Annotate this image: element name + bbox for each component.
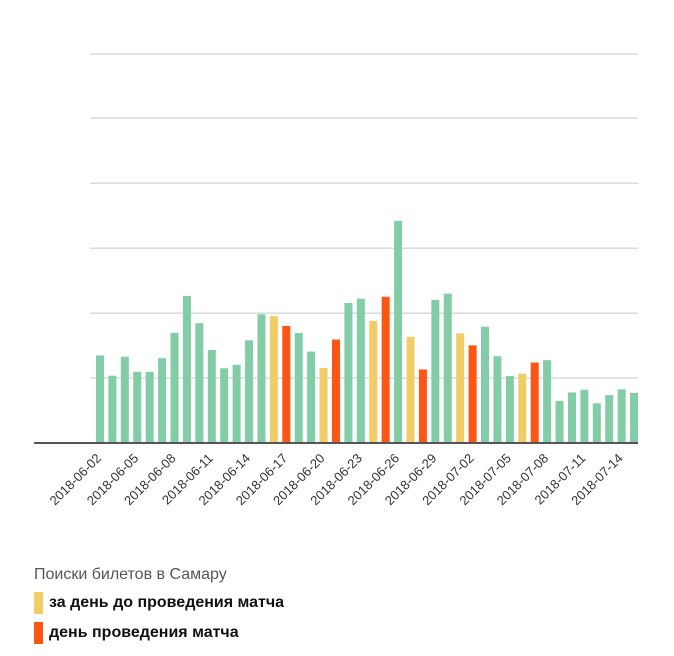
legend-swatch-match-day	[34, 622, 43, 644]
legend: Поиски билетов в Самару за день до прове…	[34, 566, 284, 652]
bar-2018-06-18	[294, 332, 303, 443]
bar-2018-06-13	[232, 364, 241, 443]
bars	[96, 220, 639, 443]
bar-2018-06-30	[443, 293, 452, 443]
bar-2018-07-05	[505, 376, 514, 443]
bar-2018-07-15	[630, 392, 639, 443]
bar-2018-07-08	[543, 360, 552, 443]
legend-label-match-day: день проведения матча	[49, 624, 239, 641]
bar-2018-06-08	[170, 332, 179, 443]
bar-2018-06-29	[431, 299, 440, 443]
bar-2018-06-02	[96, 355, 104, 443]
bar-2018-06-14	[245, 340, 254, 443]
bar-2018-06-24	[369, 320, 378, 443]
bar-chart: 2018-06-022018-06-052018-06-082018-06-11…	[34, 53, 639, 509]
legend-item-before-match: за день до проведения матча	[34, 592, 284, 614]
bar-2018-07-12	[592, 403, 601, 443]
bar-2018-06-12	[220, 368, 229, 443]
bar-2018-06-22	[344, 302, 353, 443]
bar-2018-06-04	[120, 356, 129, 443]
bar-2018-07-06	[518, 373, 527, 443]
bar-2018-07-04	[493, 356, 502, 443]
bar-2018-07-10	[567, 392, 576, 443]
bar-2018-06-20	[319, 367, 328, 443]
legend-swatch-before-match	[34, 592, 43, 614]
bar-2018-06-10	[195, 323, 204, 443]
bar-2018-07-02	[468, 345, 477, 443]
bar-2018-06-11	[207, 350, 216, 443]
bar-2018-06-25	[381, 296, 390, 443]
bar-2018-06-27	[406, 336, 415, 443]
bar-2018-06-26	[394, 220, 403, 443]
bar-2018-06-16	[269, 316, 278, 443]
bar-2018-07-13	[605, 395, 614, 443]
x-axis-tick-labels: 2018-06-022018-06-052018-06-082018-06-11…	[46, 451, 625, 509]
bar-2018-06-06	[145, 371, 154, 443]
bar-2018-06-15	[257, 314, 266, 443]
bar-2018-06-03	[108, 375, 117, 443]
bar-2018-07-03	[481, 326, 490, 443]
legend-label-before-match: за день до проведения матча	[49, 594, 285, 611]
bar-2018-06-07	[158, 358, 167, 443]
bar-2018-06-21	[331, 339, 340, 443]
bar-2018-07-09	[555, 400, 564, 443]
bar-2018-06-19	[307, 351, 316, 443]
bar-2018-06-17	[282, 325, 291, 443]
bar-2018-06-23	[356, 298, 365, 443]
legend-title: Поиски билетов в Самару	[34, 566, 227, 583]
bar-2018-07-11	[580, 389, 589, 443]
bar-2018-06-05	[133, 371, 142, 443]
legend-item-match-day: день проведения матча	[34, 622, 284, 644]
bar-2018-07-07	[530, 362, 539, 443]
bar-2018-07-01	[456, 333, 465, 443]
bar-2018-06-09	[182, 295, 191, 443]
bar-2018-06-28	[418, 369, 427, 443]
bar-2018-07-14	[617, 389, 626, 443]
